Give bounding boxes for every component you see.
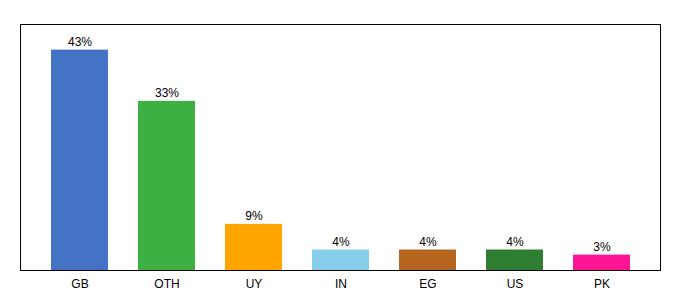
svg-text:3%: 3% — [593, 240, 611, 254]
svg-text:PK: PK — [594, 277, 610, 291]
svg-text:9%: 9% — [245, 209, 263, 223]
svg-text:4%: 4% — [332, 235, 350, 249]
svg-text:4%: 4% — [419, 235, 437, 249]
svg-text:IN: IN — [335, 277, 347, 291]
svg-text:4%: 4% — [506, 235, 524, 249]
svg-text:GB: GB — [71, 277, 88, 291]
svg-text:33%: 33% — [155, 86, 179, 100]
svg-text:EG: EG — [419, 277, 436, 291]
svg-text:US: US — [507, 277, 524, 291]
svg-text:43%: 43% — [68, 35, 92, 49]
svg-text:UY: UY — [246, 277, 263, 291]
svg-text:OTH: OTH — [154, 277, 179, 291]
